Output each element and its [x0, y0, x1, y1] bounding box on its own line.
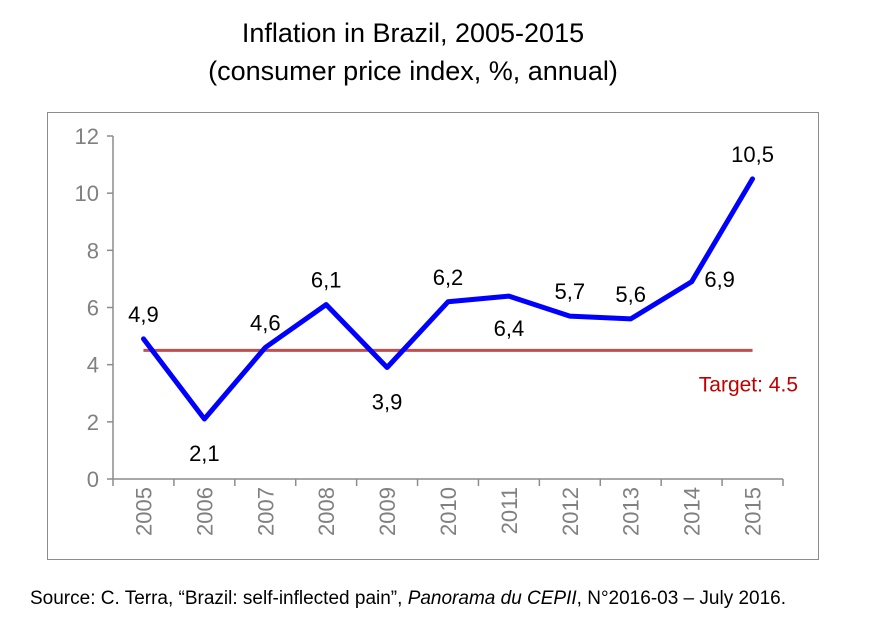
x-tick-label: 2005 [131, 487, 156, 536]
x-tick-label: 2015 [741, 487, 766, 536]
chart-subtitle: (consumer price index, %, annual) [208, 56, 618, 86]
x-tick-label: 2013 [619, 487, 644, 536]
data-label: 6,1 [311, 268, 342, 293]
data-label-layer: 4,9 2,1 4,6 6,1 3,9 6,2 6,4 5,7 5,6 6,9 10,5 [128, 142, 774, 466]
data-label: 3,9 [372, 390, 403, 415]
x-tick-label: 2008 [314, 487, 339, 536]
data-label: 5,7 [555, 279, 586, 304]
target-label: Target: 4.5 [699, 373, 798, 396]
data-label: 5,6 [615, 282, 646, 307]
x-tick-label: 2014 [680, 487, 705, 536]
source-prefix: Source: C. Terra, “Brazil: self-inflecte… [30, 588, 408, 609]
y-tick-label: 6 [87, 296, 99, 321]
data-label: 10,5 [731, 142, 774, 167]
chart-title-block: Inflation in Brazil, 2005-2015 (consumer… [0, 14, 826, 90]
x-tick-label: 2012 [558, 487, 583, 536]
data-label: 6,9 [704, 267, 735, 292]
y-tick-label: 0 [87, 467, 99, 492]
x-tick-label: 2009 [375, 487, 400, 536]
data-label: 6,4 [494, 316, 525, 341]
target-layer: Target: 4.5 [143, 348, 798, 396]
source-note: Source: C. Terra, “Brazil: self-inflecte… [30, 588, 786, 610]
x-tick-label: 2011 [497, 487, 522, 534]
chart-title: Inflation in Brazil, 2005-2015 [241, 18, 585, 48]
x-tick-label: 2007 [253, 487, 278, 536]
data-label: 2,1 [189, 441, 220, 466]
chart-axes: 0 2 4 6 8 10 12 2005 2006 2007 2008 2009 2010 2011 201… [75, 124, 784, 536]
inflation-series-line [141, 176, 755, 422]
data-label: 4,9 [128, 302, 159, 327]
source-publication: Panorama du CEPII [407, 588, 577, 609]
chart-frame [47, 112, 819, 560]
y-tick-label: 2 [87, 410, 99, 435]
x-tick-label: 2006 [192, 487, 217, 536]
y-tick-label: 8 [87, 238, 99, 263]
data-label: 6,2 [433, 265, 464, 290]
source-suffix: , N°2016-03 – July 2016. [576, 588, 787, 609]
y-tick-label: 12 [75, 124, 99, 149]
data-label: 4,6 [250, 311, 281, 336]
y-tick-label: 4 [87, 353, 99, 378]
x-tick-label: 2010 [436, 487, 461, 536]
y-tick-label: 10 [75, 181, 99, 206]
series-layer [141, 176, 755, 422]
